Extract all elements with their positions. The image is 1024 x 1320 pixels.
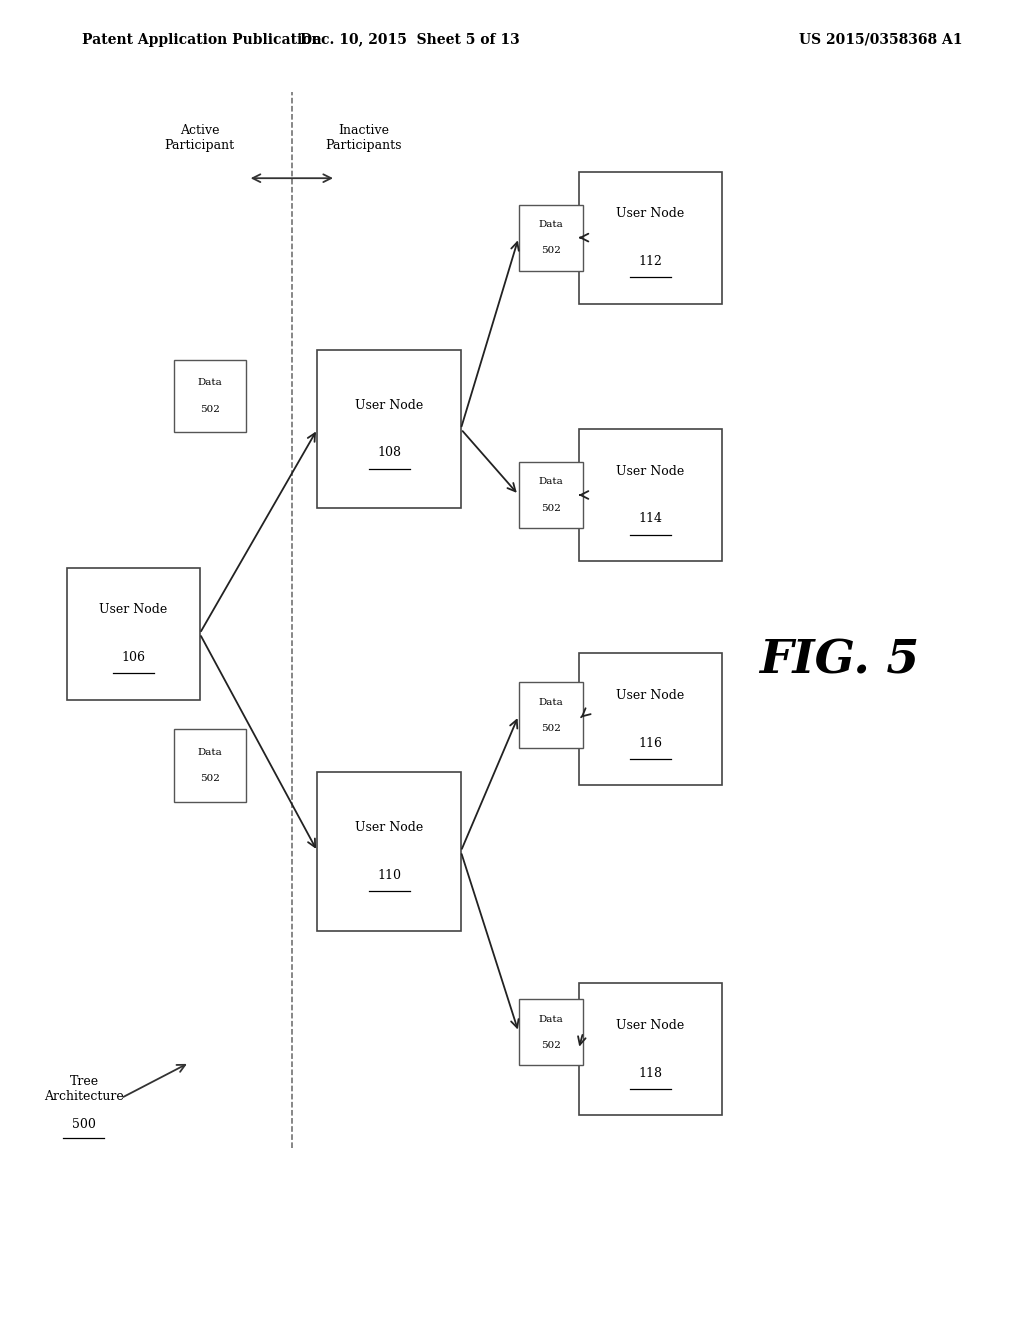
Text: 106: 106 bbox=[121, 651, 145, 664]
Text: Data: Data bbox=[539, 478, 563, 486]
FancyBboxPatch shape bbox=[519, 999, 584, 1065]
Text: 500: 500 bbox=[72, 1118, 96, 1131]
Text: Tree
Architecture: Tree Architecture bbox=[44, 1074, 124, 1104]
Text: 116: 116 bbox=[638, 737, 663, 750]
FancyBboxPatch shape bbox=[174, 359, 246, 433]
Text: 114: 114 bbox=[638, 512, 663, 525]
FancyBboxPatch shape bbox=[579, 983, 722, 1115]
Text: US 2015/0358368 A1: US 2015/0358368 A1 bbox=[799, 33, 963, 46]
FancyBboxPatch shape bbox=[579, 429, 722, 561]
FancyBboxPatch shape bbox=[174, 729, 246, 803]
Text: Inactive
Participants: Inactive Participants bbox=[326, 124, 401, 152]
FancyBboxPatch shape bbox=[519, 462, 584, 528]
Text: 502: 502 bbox=[200, 405, 220, 413]
Text: 502: 502 bbox=[541, 1041, 561, 1049]
Text: Patent Application Publication: Patent Application Publication bbox=[82, 33, 322, 46]
Text: User Node: User Node bbox=[616, 689, 684, 702]
Text: User Node: User Node bbox=[99, 603, 167, 616]
Text: 502: 502 bbox=[200, 775, 220, 783]
Text: User Node: User Node bbox=[355, 821, 423, 834]
FancyBboxPatch shape bbox=[519, 682, 584, 748]
FancyBboxPatch shape bbox=[67, 568, 200, 700]
Text: User Node: User Node bbox=[616, 207, 684, 220]
Text: 502: 502 bbox=[541, 247, 561, 255]
Text: User Node: User Node bbox=[616, 465, 684, 478]
Text: 112: 112 bbox=[638, 255, 663, 268]
Text: Active
Participant: Active Participant bbox=[165, 124, 234, 152]
Text: 108: 108 bbox=[377, 446, 401, 459]
Text: Data: Data bbox=[198, 379, 222, 387]
Text: 118: 118 bbox=[638, 1067, 663, 1080]
Text: 502: 502 bbox=[541, 504, 561, 512]
Text: Data: Data bbox=[539, 698, 563, 706]
FancyBboxPatch shape bbox=[519, 205, 584, 271]
Text: 110: 110 bbox=[377, 869, 401, 882]
Text: Data: Data bbox=[198, 748, 222, 756]
FancyBboxPatch shape bbox=[317, 772, 461, 931]
Text: FIG. 5: FIG. 5 bbox=[760, 638, 920, 682]
Text: User Node: User Node bbox=[616, 1019, 684, 1032]
Text: User Node: User Node bbox=[355, 399, 423, 412]
FancyBboxPatch shape bbox=[579, 172, 722, 304]
FancyBboxPatch shape bbox=[317, 350, 461, 508]
Text: Dec. 10, 2015  Sheet 5 of 13: Dec. 10, 2015 Sheet 5 of 13 bbox=[300, 33, 519, 46]
FancyBboxPatch shape bbox=[579, 653, 722, 785]
Text: Data: Data bbox=[539, 220, 563, 228]
Text: 502: 502 bbox=[541, 725, 561, 733]
Text: Data: Data bbox=[539, 1015, 563, 1023]
